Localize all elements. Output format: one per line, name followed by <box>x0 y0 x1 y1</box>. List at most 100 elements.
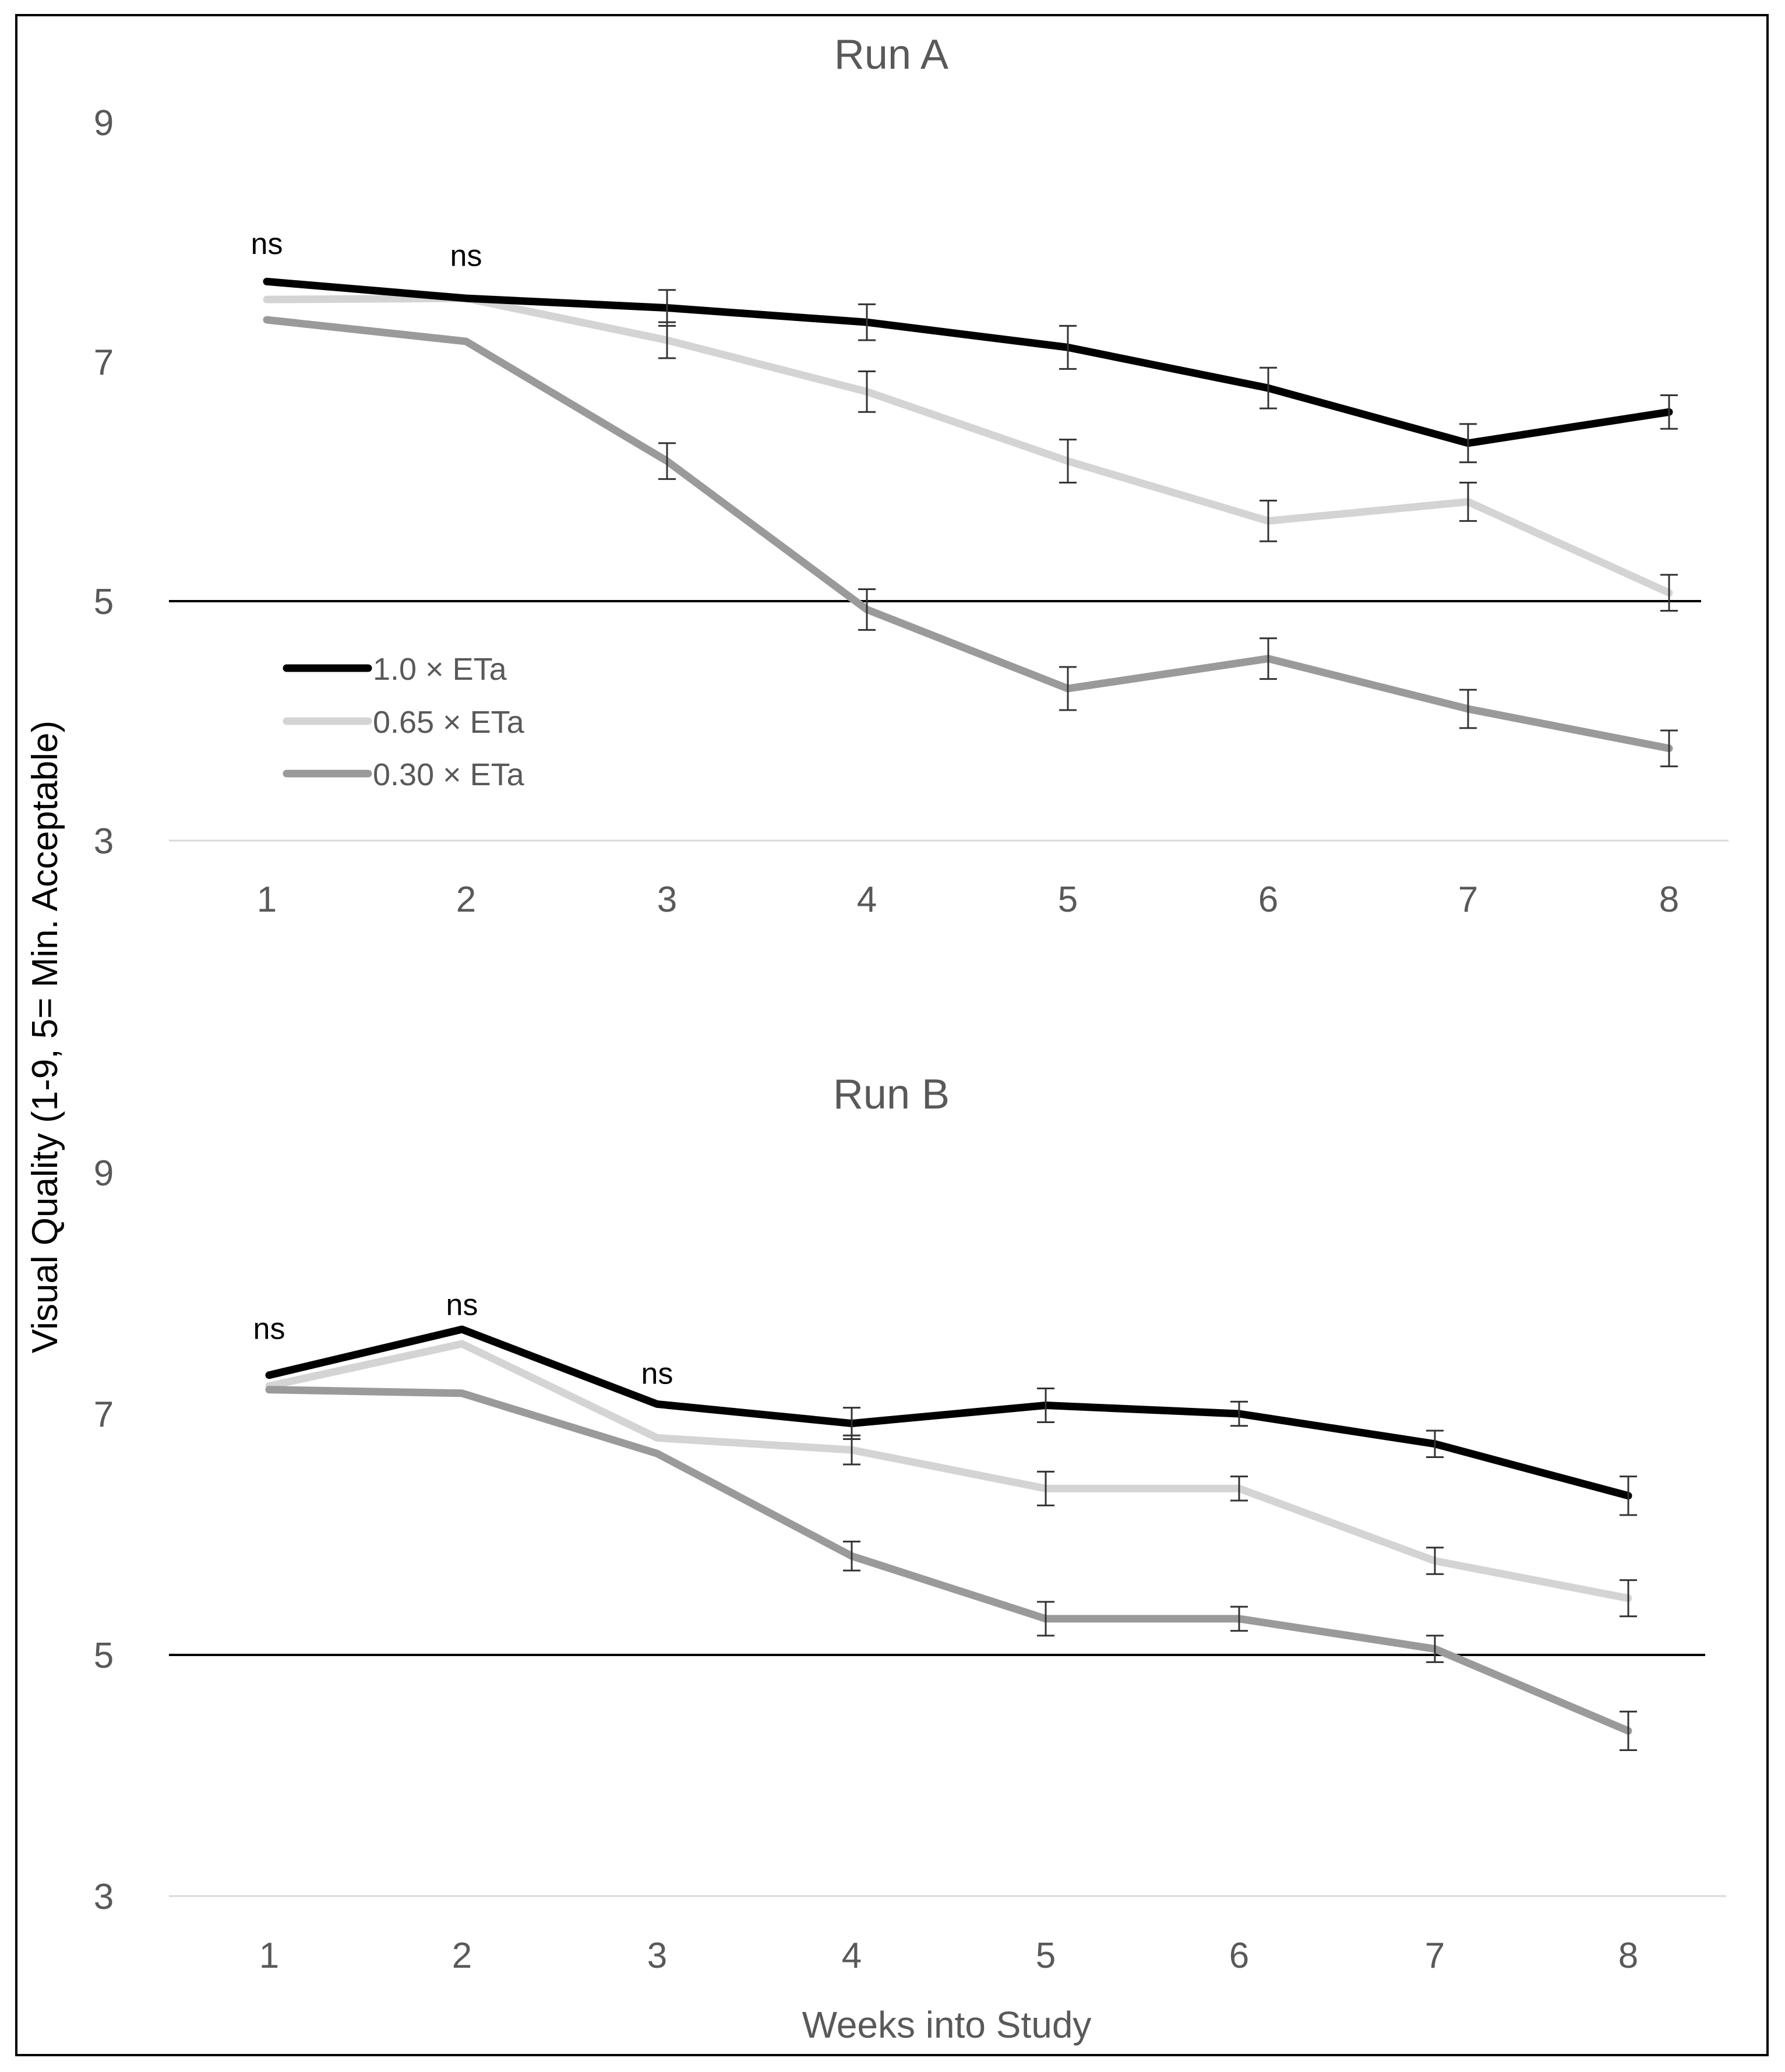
series-line-0-65-eta <box>265 1340 1632 1602</box>
error-bar-0-30-eta <box>858 588 876 631</box>
error-bar-0-65-eta <box>1660 574 1678 612</box>
series-line-0-65-eta <box>263 294 1673 597</box>
legend: 1.0 × ETa 0.65 × ETa 0.30 × ETa <box>283 652 525 792</box>
error-bar-1-0-eta <box>858 303 876 341</box>
data-point-0-65-eta <box>1467 500 1469 503</box>
panel-run-a: Run A 3 5 7 9 1 2 3 4 5 6 7 8 ns ns <box>94 31 1728 920</box>
error-bar-0-65-eta <box>843 1434 860 1466</box>
x-tick-label: 6 <box>1258 880 1278 920</box>
x-tick-label: 8 <box>1618 1936 1638 1976</box>
y-tick-label: 5 <box>94 1636 114 1676</box>
series-line-0-30-eta <box>265 1386 1632 1735</box>
data-point-0-65-eta <box>1267 520 1269 522</box>
ns-annotation: ns <box>446 1288 478 1322</box>
error-bar-1-0-eta <box>1037 1388 1054 1423</box>
x-tick-label: 8 <box>1659 880 1679 920</box>
y-axis-label: Visual Quality (1-9, 5= Min. Acceptable) <box>25 721 65 1353</box>
data-point-0-65-eta <box>656 1436 658 1439</box>
data-point-1-0-eta <box>1627 1495 1629 1497</box>
data-point-1-0-eta <box>666 307 668 309</box>
error-bar-0-30-eta <box>843 1540 860 1572</box>
x-tick-label: 5 <box>1058 880 1078 920</box>
chart-title: Run B <box>833 1071 950 1118</box>
data-point-1-0-eta <box>1267 387 1269 389</box>
error-bar-1-0-eta <box>1426 1429 1444 1459</box>
data-point-1-0-eta <box>1045 1404 1047 1407</box>
error-bar-0-30-eta <box>1059 666 1077 711</box>
error-bar-1-0-eta <box>1230 1400 1248 1427</box>
x-tick-label: 1 <box>259 1936 279 1976</box>
data-point-0-30-eta <box>1668 747 1670 750</box>
data-point-0-30-eta <box>851 1555 853 1557</box>
error-bar-0-30-eta <box>1037 1601 1054 1637</box>
series-line-0-30-eta <box>263 316 1673 753</box>
x-tick-label: 1 <box>257 880 277 920</box>
error-bar-0-65-eta <box>1059 439 1077 484</box>
error-bar-0-30-eta <box>1426 1635 1444 1663</box>
x-tick-label: 7 <box>1458 880 1478 920</box>
error-bar-0-65-eta <box>1260 499 1277 542</box>
error-bar-0-30-eta <box>658 442 676 480</box>
y-tick-label: 9 <box>94 1153 114 1194</box>
y-tick-label: 7 <box>94 343 114 383</box>
data-point-0-65-eta <box>866 390 868 393</box>
series-line-1-0-eta <box>263 277 1673 447</box>
x-tick-label: 2 <box>456 880 476 920</box>
y-tick-label: 3 <box>94 821 114 862</box>
data-point-0-30-eta <box>465 340 467 343</box>
series-line-1-0-eta <box>265 1325 1632 1500</box>
error-bar-0-65-eta <box>1037 1470 1054 1506</box>
data-point-1-0-eta <box>461 1328 463 1330</box>
data-point-1-0-eta <box>1668 411 1670 413</box>
data-point-0-30-eta <box>1434 1648 1436 1650</box>
error-bar-0-30-eta <box>1660 729 1678 768</box>
data-point-1-0-eta <box>656 1403 658 1405</box>
ns-annotation: ns <box>641 1357 673 1390</box>
error-bar-0-30-eta <box>1459 689 1477 729</box>
data-point-0-30-eta <box>1067 687 1069 690</box>
x-tick-label: 6 <box>1229 1936 1249 1976</box>
chart-title: Run A <box>834 31 948 78</box>
error-bar-1-0-eta <box>1459 423 1477 464</box>
y-tick-label: 5 <box>94 582 114 622</box>
legend-item: 0.65 × ETa <box>283 705 525 740</box>
x-tick-label: 4 <box>857 880 877 920</box>
data-point-0-30-eta <box>461 1392 463 1395</box>
data-point-1-0-eta <box>1467 442 1469 444</box>
data-point-0-65-eta <box>851 1449 853 1451</box>
x-tick-label: 5 <box>1036 1936 1056 1976</box>
legend-label: 0.30 × ETa <box>373 757 525 792</box>
y-tick-label: 9 <box>94 103 114 143</box>
data-point-1-0-eta <box>851 1422 853 1425</box>
data-point-1-0-eta <box>1434 1443 1436 1445</box>
figure-frame <box>15 14 1769 2056</box>
data-point-0-65-eta <box>1434 1560 1436 1562</box>
data-point-0-65-eta <box>666 339 668 341</box>
x-tick-label: 2 <box>452 1936 472 1976</box>
legend-item: 1.0 × ETa <box>283 652 507 687</box>
data-point-0-30-eta <box>1467 708 1469 710</box>
error-bar-0-65-eta <box>858 370 876 413</box>
data-point-0-30-eta <box>866 608 868 610</box>
data-point-0-30-eta <box>1627 1729 1629 1732</box>
error-bar-0-65-eta <box>658 321 676 359</box>
data-point-0-30-eta <box>666 460 668 463</box>
legend-label: 1.0 × ETa <box>373 652 507 687</box>
ns-annotation: ns <box>251 227 283 261</box>
data-point-1-0-eta <box>1067 346 1069 348</box>
data-point-1-0-eta <box>266 280 268 283</box>
data-point-1-0-eta <box>866 321 868 323</box>
x-tick-label: 3 <box>647 1936 667 1976</box>
legend-label: 0.65 × ETa <box>373 705 525 740</box>
error-bar-0-30-eta <box>1620 1710 1637 1752</box>
error-bar-0-65-eta <box>1620 1579 1637 1618</box>
error-bar-1-0-eta <box>1660 394 1678 430</box>
error-bar-0-30-eta <box>1260 637 1277 680</box>
data-point-0-65-eta <box>268 1385 270 1387</box>
x-tick-label: 4 <box>842 1936 862 1976</box>
data-point-0-65-eta <box>1045 1487 1047 1489</box>
error-bar-1-0-eta <box>1620 1476 1637 1516</box>
data-point-0-65-eta <box>1067 460 1069 463</box>
data-point-0-65-eta <box>1238 1487 1240 1489</box>
